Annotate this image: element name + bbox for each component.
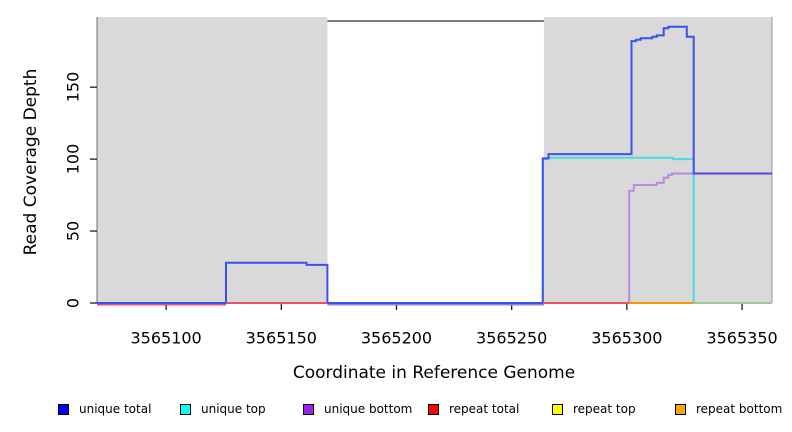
legend-label: unique total — [79, 402, 152, 416]
legend-label: repeat bottom — [696, 402, 783, 416]
x-tick-label: 3565100 — [130, 328, 202, 348]
x-tick-label: 3565300 — [591, 328, 663, 348]
legend-swatch — [303, 404, 314, 415]
x-tick-label: 3565350 — [706, 328, 778, 348]
x-axis-title: Coordinate in Reference Genome — [292, 363, 576, 383]
y-tick-label: 50 — [63, 220, 83, 242]
legend-label: unique bottom — [324, 402, 413, 416]
legend-swatch — [428, 404, 439, 415]
unique-bottom-line — [628, 172, 772, 303]
y-axis-title: Read Coverage Depth — [21, 68, 41, 256]
y-tick-label: 0 — [63, 297, 83, 309]
unique-total-line — [97, 25, 772, 304]
left-gray-region — [97, 17, 328, 303]
legend-swatch — [58, 404, 69, 415]
legend-label: repeat total — [449, 402, 520, 416]
x-tick-label: 3565200 — [360, 328, 433, 348]
legend-swatch — [675, 404, 686, 415]
legend-swatch — [180, 404, 191, 415]
y-tick-label: 100 — [63, 143, 83, 175]
right-gray-region — [543, 17, 772, 303]
y-tick-label: 150 — [63, 71, 83, 103]
legend-swatch — [552, 404, 563, 415]
x-tick-label: 3565150 — [245, 328, 317, 348]
x-tick-label: 3565250 — [476, 328, 548, 348]
legend-label: unique top — [201, 402, 266, 416]
legend-label: repeat top — [573, 402, 636, 416]
